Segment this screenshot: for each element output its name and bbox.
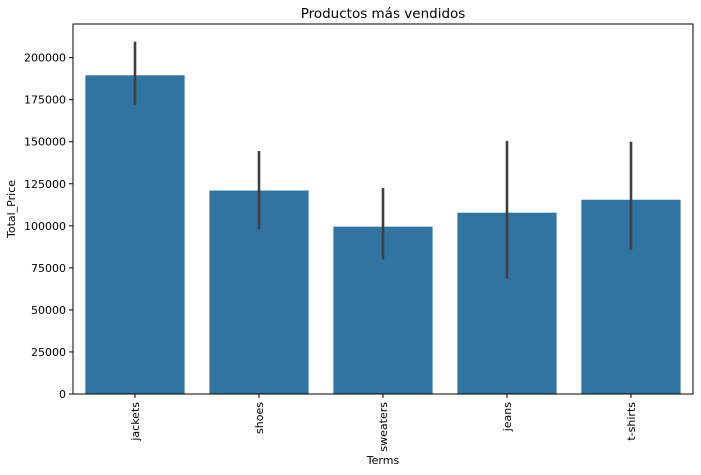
bar-jackets [85,75,185,394]
error-bars-group [133,41,633,279]
y-tick-label-175000: 175000 [24,94,66,107]
y-tick-label-0: 0 [59,388,66,401]
y-axis-title: Total_Price [5,180,18,239]
y-tick-label-200000: 200000 [24,52,66,65]
x-tick-label-sweaters: sweaters [377,402,390,452]
x-tick-label-jeans: jeans [501,402,514,433]
y-tick-label-50000: 50000 [31,304,66,317]
chart-title: Productos más vendidos [301,6,466,22]
plot-frame [72,23,694,395]
x-axis: jackets shoes sweaters jeans t-shirts [129,394,638,452]
x-tick-label-jackets: jackets [129,402,142,442]
y-tick-label-125000: 125000 [24,178,66,191]
x-axis-title: Terms [366,454,400,467]
x-tick-label-shoes: shoes [253,402,266,434]
y-tick-label-100000: 100000 [24,220,66,233]
y-tick-label-75000: 75000 [31,262,66,275]
y-tick-label-150000: 150000 [24,136,66,149]
y-axis: 0 25000 50000 75000 100000 125000 150000 175000… [24,52,73,401]
x-tick-label-t-shirts: t-shirts [625,402,638,441]
y-tick-label-25000: 25000 [31,346,66,359]
